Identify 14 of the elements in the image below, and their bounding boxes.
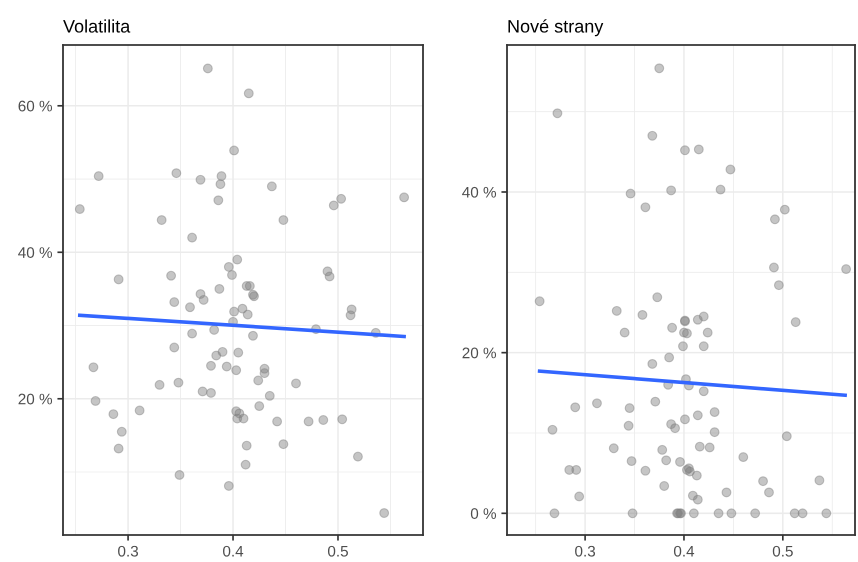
x-tick-label: 0.4 — [223, 546, 244, 557]
x-tick-label: 0.3 — [575, 546, 596, 557]
chart-title: Nové strany — [508, 19, 604, 36]
chart-title: Volatilita — [63, 19, 130, 33]
x-tick-label: 0.4 — [674, 546, 694, 557]
y-tick-label: 20 % — [18, 394, 52, 404]
x-tick-label: 0.5 — [772, 546, 793, 557]
y-tick-label: 40 % — [462, 186, 496, 198]
y-tick-label: 60 % — [18, 100, 52, 112]
y-tick-label: 40 % — [18, 247, 52, 258]
y-tick-label: 0 % — [470, 508, 496, 519]
x-tick-label: 0.5 — [328, 546, 348, 557]
x-tick-label: 0.3 — [118, 546, 138, 557]
y-tick-label: 20 % — [462, 348, 496, 358]
